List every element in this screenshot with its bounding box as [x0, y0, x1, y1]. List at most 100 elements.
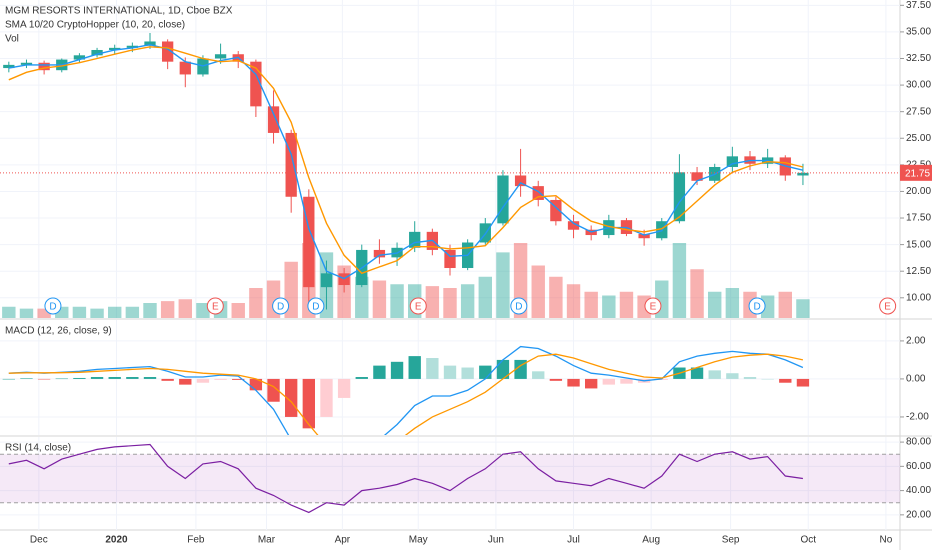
last-price-box	[900, 164, 932, 181]
macd-label: MACD (12, 26, close, 9)	[5, 326, 112, 337]
volume-bar	[72, 306, 87, 318]
volume-bar	[760, 295, 775, 318]
volume-bar	[196, 303, 210, 318]
histogram-bar	[426, 358, 439, 379]
candle-body	[320, 273, 333, 288]
histogram-bar	[285, 378, 298, 417]
volume-bar	[725, 288, 740, 318]
volume-bar	[160, 301, 175, 318]
histogram-bar	[2, 378, 16, 380]
sma-line	[8, 46, 804, 275]
y-tick-label: 60.00	[906, 461, 931, 472]
candle-body	[20, 62, 33, 65]
volume-bar	[531, 265, 545, 318]
histogram-bar	[443, 365, 457, 379]
histogram-bar	[161, 378, 174, 381]
volume-bar	[390, 284, 404, 318]
y-tick-label: -2.00	[906, 412, 929, 423]
histogram-bar	[179, 378, 192, 385]
y-tick-label: 17.50	[906, 213, 931, 224]
candle-body	[550, 199, 562, 222]
volume-bar	[496, 252, 510, 318]
event-label: D	[753, 302, 760, 313]
y-tick-label: 40.00	[906, 485, 931, 496]
y-tick-label: 10.00	[906, 292, 931, 303]
histogram-bar	[143, 377, 157, 379]
volume-bar	[672, 243, 687, 318]
symbol-title: MGM RESORTS INTERNATIONAL, 1D, Cboe BZX	[5, 6, 233, 17]
event-label: E	[415, 302, 422, 313]
y-tick-label: 37.50	[906, 0, 931, 11]
histogram-bar	[532, 371, 545, 379]
y-tick-label: 25.00	[906, 133, 931, 144]
histogram-bar	[20, 378, 33, 379]
rsi-band	[0, 454, 900, 503]
x-tick-label: Jul	[567, 535, 580, 546]
histogram-bar	[320, 378, 333, 417]
candle-body	[214, 54, 227, 59]
histogram-bar	[73, 377, 86, 379]
histogram-bar	[461, 367, 474, 379]
volume-bar	[478, 276, 492, 318]
volume-bar	[19, 308, 34, 318]
histogram-bar	[796, 378, 810, 387]
candle-body	[73, 55, 86, 60]
y-tick-label: 30.00	[906, 80, 931, 91]
histogram-bar	[585, 378, 598, 389]
volume-bar	[619, 291, 634, 318]
candle-body	[638, 233, 650, 239]
y-tick-label: 12.50	[906, 266, 931, 277]
histogram-bar	[620, 378, 633, 384]
histogram-bar	[90, 377, 104, 379]
volume-bar	[37, 308, 51, 318]
histogram-bar	[373, 365, 386, 379]
x-tick-label: Apr	[335, 535, 351, 546]
event-label: D	[277, 302, 284, 313]
event-marker	[409, 297, 427, 315]
candle-body	[162, 41, 174, 62]
candle-body	[691, 172, 703, 181]
x-tick-label: No	[879, 535, 892, 546]
event-marker	[644, 297, 662, 315]
candle-body	[497, 175, 509, 224]
histogram-bar	[779, 378, 792, 383]
volume-bar	[125, 306, 140, 318]
histogram-bar	[743, 377, 757, 379]
histogram-bar	[408, 356, 421, 379]
pane	[0, 0, 900, 318]
y-tick-label: 80.00	[906, 437, 931, 448]
event-label: D	[515, 302, 522, 313]
x-tick-label: Jun	[488, 535, 504, 546]
histogram-bar	[196, 378, 210, 383]
event-marker	[748, 297, 766, 315]
candle-body	[514, 175, 527, 187]
histogram-bar	[108, 377, 121, 379]
histogram-bar	[567, 378, 580, 387]
candle-body	[797, 172, 809, 176]
histogram-bar	[355, 377, 368, 379]
volume-bar	[372, 280, 387, 318]
candle-body	[567, 221, 580, 230]
candle-body	[109, 47, 121, 50]
event-marker	[44, 297, 62, 315]
event-marker	[206, 297, 224, 315]
x-tick-label: Sep	[722, 535, 740, 546]
histogram-bar	[761, 378, 774, 380]
volume-bar	[602, 295, 616, 318]
volume-bar	[90, 308, 104, 318]
macd-line	[8, 353, 804, 435]
volume-bar	[443, 288, 457, 318]
histogram-bar	[55, 378, 68, 380]
y-tick-label: 32.50	[906, 53, 931, 64]
volume-bar	[143, 303, 157, 318]
sma-line	[8, 43, 804, 280]
histogram-bar	[690, 367, 704, 379]
candle-body	[144, 41, 156, 46]
candle-body	[126, 45, 138, 48]
candle-body	[3, 64, 15, 69]
candle-body	[303, 196, 315, 288]
candle-body	[532, 186, 544, 200]
